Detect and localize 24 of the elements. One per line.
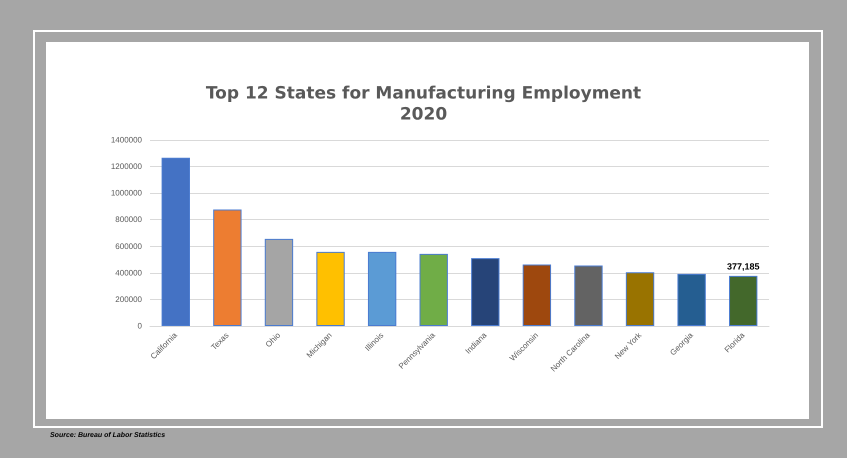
- bar: [420, 254, 448, 326]
- bar: [213, 209, 242, 326]
- y-tick-label: 800000: [115, 215, 143, 224]
- y-tick-label: 600000: [115, 242, 143, 251]
- bar: [368, 252, 396, 326]
- y-tick-label: 200000: [115, 294, 143, 304]
- bar: [574, 266, 603, 326]
- bar: [471, 258, 500, 326]
- y-tick-label: 0: [138, 322, 143, 330]
- bar: [729, 276, 758, 326]
- bar: [316, 252, 345, 326]
- y-tick-label: 400000: [115, 268, 143, 278]
- y-tick-label: 1400000: [110, 136, 143, 144]
- bar: [522, 264, 552, 326]
- bar: [626, 272, 654, 326]
- x-tick-label: Ohio: [264, 330, 283, 350]
- bar: [162, 158, 190, 326]
- bar: [677, 274, 706, 326]
- chart-title: Top 12 States for Manufacturing Employment: [206, 84, 642, 104]
- data-label: 377,185: [726, 261, 760, 272]
- y-tick-label: 1000000: [110, 188, 143, 198]
- bar: [264, 238, 294, 326]
- y-tick-label: 1200000: [110, 162, 143, 172]
- chart-subtitle: 2020: [400, 104, 448, 124]
